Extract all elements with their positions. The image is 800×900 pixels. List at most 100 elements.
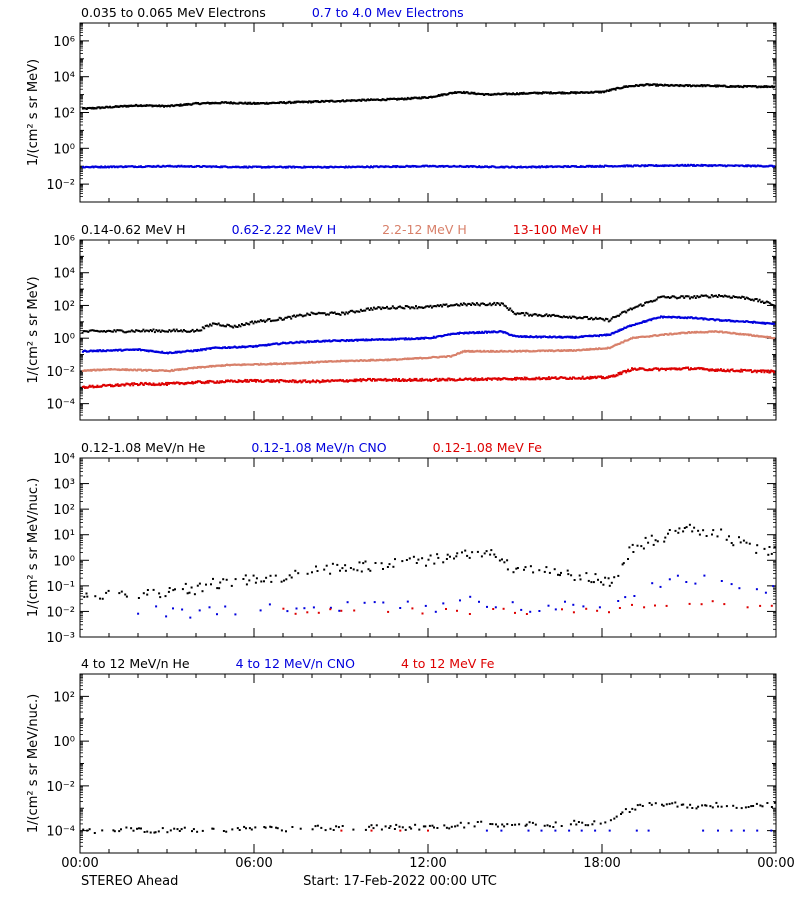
data-point <box>657 296 660 299</box>
data-point <box>552 313 555 316</box>
series-1-points <box>81 294 776 334</box>
data-point <box>618 373 621 376</box>
data-point <box>597 578 599 581</box>
data-point <box>656 83 659 86</box>
data-point <box>91 329 94 332</box>
data-point <box>631 367 633 370</box>
data-point <box>358 310 361 313</box>
data-point <box>654 539 657 542</box>
data-point <box>759 369 762 372</box>
data-point <box>270 580 273 583</box>
data-point <box>768 302 771 305</box>
data-point <box>458 304 461 307</box>
data-point <box>167 330 169 333</box>
data-point <box>344 564 347 567</box>
data-point <box>125 595 128 598</box>
data-point <box>429 304 432 307</box>
data-point <box>280 580 283 583</box>
data-point <box>432 305 435 308</box>
data-point <box>722 295 725 298</box>
data-point <box>632 551 635 553</box>
data-point <box>689 368 691 371</box>
data-point <box>387 307 390 310</box>
data-point <box>225 578 228 581</box>
data-point <box>715 294 718 297</box>
data-point <box>725 538 728 541</box>
data-point <box>258 320 261 323</box>
data-point <box>710 294 713 297</box>
data-point <box>732 544 735 547</box>
data-point <box>461 92 464 94</box>
data-point <box>667 296 670 298</box>
data-point <box>697 296 700 299</box>
data-point <box>489 377 492 380</box>
data-point <box>769 371 772 374</box>
data-point <box>126 330 129 333</box>
data-point <box>360 570 363 573</box>
data-point <box>471 302 474 305</box>
data-point <box>477 332 480 335</box>
data-point <box>248 323 251 326</box>
data-point <box>516 312 519 315</box>
data-point <box>766 371 769 374</box>
data-point <box>190 586 193 589</box>
data-point <box>618 314 620 317</box>
data-point <box>705 535 708 537</box>
data-point <box>542 315 545 318</box>
data-point <box>739 296 742 299</box>
data-point <box>420 379 423 382</box>
data-point <box>177 381 180 384</box>
data-point <box>609 333 612 336</box>
data-point <box>349 567 352 569</box>
data-point <box>501 558 503 561</box>
data-point <box>120 590 123 593</box>
data-point <box>117 329 120 332</box>
y-tick-label: 10⁰ <box>53 142 75 157</box>
data-point <box>491 303 494 306</box>
data-point <box>538 376 541 379</box>
data-point <box>731 296 734 299</box>
data-point <box>614 375 617 378</box>
data-point <box>620 373 623 376</box>
data-point <box>421 557 424 560</box>
data-point <box>485 550 488 553</box>
data-point <box>513 378 516 381</box>
panel-legend: 0.14-0.62 MeV H 0.62-2.22 MeV H 2.2-12 MeV… <box>81 222 601 237</box>
data-point <box>767 553 770 556</box>
data-point <box>648 300 651 303</box>
data-point <box>713 294 716 297</box>
data-point <box>641 304 644 307</box>
data-point <box>607 90 610 92</box>
data-point <box>608 584 611 587</box>
plot-frame <box>79 457 777 638</box>
data-point <box>594 573 597 576</box>
data-point <box>320 312 323 315</box>
data-point <box>183 383 186 386</box>
data-point <box>458 377 461 380</box>
data-point <box>464 303 467 306</box>
data-point <box>694 297 697 299</box>
data-point <box>453 378 456 381</box>
data-point <box>472 331 475 334</box>
data-point <box>317 311 320 314</box>
data-point <box>532 571 535 574</box>
data-point <box>126 382 129 385</box>
data-point <box>728 295 731 298</box>
data-point <box>437 379 440 382</box>
data-point <box>218 381 221 384</box>
data-point <box>725 370 728 372</box>
data-point <box>328 339 331 342</box>
data-point <box>88 329 91 332</box>
data-point <box>767 369 770 372</box>
data-point <box>385 379 388 382</box>
data-point <box>249 321 252 324</box>
data-point <box>731 368 734 371</box>
data-point <box>720 295 723 297</box>
data-point <box>409 98 412 101</box>
data-point <box>537 377 540 380</box>
data-point <box>253 101 255 104</box>
data-point <box>677 296 680 299</box>
data-point <box>222 324 225 327</box>
data-point <box>628 308 631 311</box>
data-point <box>242 578 245 580</box>
